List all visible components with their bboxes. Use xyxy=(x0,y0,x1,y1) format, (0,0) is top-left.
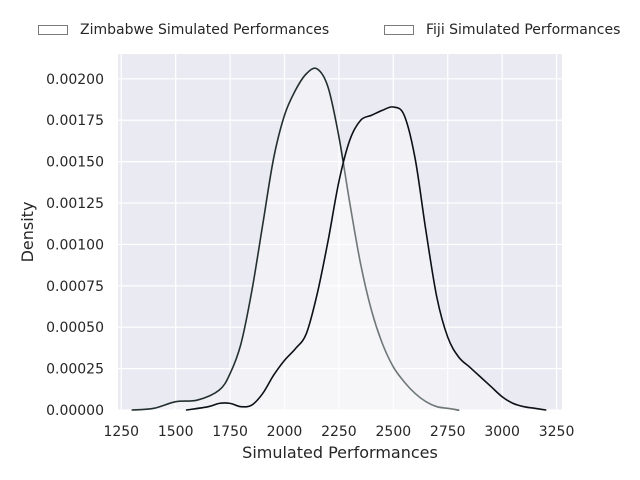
y-tick-label: 0.00100 xyxy=(46,237,104,253)
y-tick-label: 0.00175 xyxy=(46,113,104,129)
x-tick-label: 1750 xyxy=(212,424,248,440)
x-tick-label: 3000 xyxy=(484,424,520,440)
series-line-zimbabwe xyxy=(131,67,460,411)
y-tick-label: 0.00125 xyxy=(46,196,104,212)
legend-swatch-fiji xyxy=(384,25,414,35)
legend-item-zimbabwe: Zimbabwe Simulated Performances xyxy=(38,22,329,38)
y-tick-label: 0.00075 xyxy=(46,279,104,295)
x-tick-label: 2250 xyxy=(321,424,357,440)
legend: Zimbabwe Simulated Performances Fiji Sim… xyxy=(0,22,640,42)
legend-label-zimbabwe: Zimbabwe Simulated Performances xyxy=(80,22,330,38)
x-tick-label: 1250 xyxy=(103,424,139,440)
x-tick-label: 3250 xyxy=(539,424,575,440)
y-tick-label: 0.00050 xyxy=(46,320,104,336)
y-axis-label: Density xyxy=(18,202,37,263)
legend-swatch-zimbabwe xyxy=(38,25,68,35)
y-tick-label: 0.00200 xyxy=(46,72,104,88)
series-area-0 xyxy=(132,68,459,410)
x-tick-label: 2750 xyxy=(430,424,466,440)
plot-background xyxy=(118,54,562,410)
x-tick-labels: 1250 1500 1750 2000 2250 2500 2750 3000 3250 xyxy=(103,424,574,440)
x-tick-label: 2000 xyxy=(267,424,303,440)
x-tick-label: 1500 xyxy=(158,424,194,440)
legend-item-fiji: Fiji Simulated Performances xyxy=(384,22,620,38)
grid xyxy=(118,54,562,411)
y-tick-label: 0.00025 xyxy=(46,362,104,378)
y-tick-labels: 0.00000 0.00025 0.00050 0.00075 0.00100 0.001… xyxy=(46,72,104,419)
y-tick-label: 0.00000 xyxy=(46,403,104,419)
y-tick-label: 0.00150 xyxy=(46,155,104,171)
x-tick-label: 2500 xyxy=(376,424,412,440)
legend-label-fiji: Fiji Simulated Performances xyxy=(426,22,621,38)
series-area-1 xyxy=(186,106,546,411)
series-line-fiji xyxy=(185,106,547,411)
x-axis-label: Simulated Performances xyxy=(242,443,438,462)
series-lines xyxy=(131,67,547,411)
